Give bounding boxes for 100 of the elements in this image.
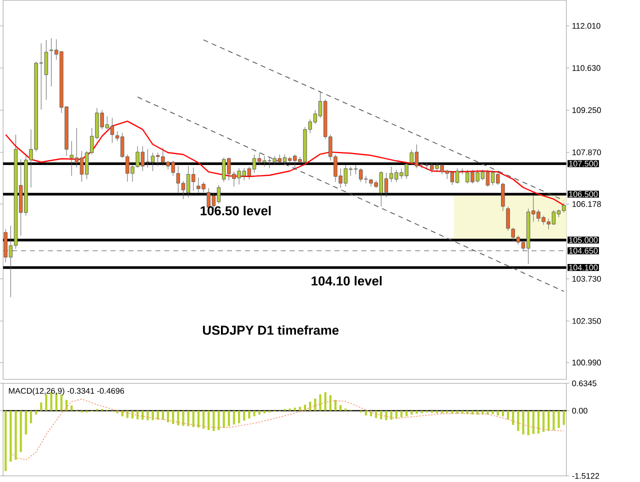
ref-line-label: 106.500 — [569, 191, 598, 198]
bar — [152, 410, 154, 420]
bar — [10, 410, 12, 462]
bar — [263, 410, 266, 414]
bar — [182, 410, 184, 426]
bar — [324, 392, 326, 411]
y-tick-label: 110.630 — [572, 65, 600, 71]
bar — [522, 410, 524, 434]
bar — [385, 410, 388, 420]
bar — [14, 410, 17, 460]
bar — [390, 410, 392, 420]
bar — [208, 410, 210, 430]
bar — [24, 410, 27, 434]
bar — [294, 408, 296, 411]
ref-line-label: 105.000 — [569, 237, 598, 243]
y-tick-label: 0.00 — [572, 408, 588, 414]
bar — [162, 410, 164, 420]
bar — [218, 410, 220, 430]
bar — [126, 410, 128, 418]
bar — [40, 402, 42, 411]
bar — [253, 410, 256, 416]
bar — [142, 410, 144, 420]
y-tick-label: 100.990 — [572, 360, 601, 366]
bar — [197, 410, 200, 428]
bar — [329, 395, 332, 411]
bar — [172, 410, 174, 424]
bar — [136, 410, 139, 420]
bar — [364, 410, 367, 416]
bar — [314, 398, 316, 411]
bar — [410, 410, 413, 415]
bar — [420, 410, 423, 414]
bar — [35, 410, 38, 415]
bar — [492, 410, 494, 414]
bar — [187, 410, 190, 426]
bar — [537, 410, 540, 434]
bar — [496, 410, 499, 416]
bar — [20, 410, 22, 452]
bar — [558, 410, 560, 428]
bar — [400, 410, 403, 418]
bar — [121, 410, 124, 416]
bar — [375, 410, 378, 418]
bar — [548, 410, 550, 431]
y-tick-label: 102.350 — [572, 318, 601, 324]
bar — [228, 410, 230, 426]
y-tick-label: 107.870 — [572, 149, 601, 156]
y-tick-label: 0.6345 — [572, 380, 596, 386]
text: MACD(12,26,9) -0.3341 -0.4696 — [8, 388, 124, 396]
y-tick-label: -1.5122 — [572, 472, 600, 479]
bar — [70, 405, 73, 411]
bar — [512, 410, 514, 425]
bar — [212, 410, 215, 431]
bar — [552, 410, 555, 430]
bar — [192, 410, 194, 428]
bar — [4, 410, 7, 472]
bar — [339, 405, 342, 411]
bar — [243, 410, 246, 421]
bar — [309, 402, 312, 411]
bar — [202, 410, 205, 429]
bar — [60, 394, 63, 411]
y-tick-label: 109.250 — [572, 107, 601, 114]
bar — [395, 410, 398, 418]
annotation: USDJPY D1 timeframe — [203, 325, 339, 335]
y-tick-label: 103.730 — [572, 276, 601, 282]
bar — [258, 410, 260, 415]
bar — [131, 410, 134, 418]
bar — [440, 410, 444, 414]
bar — [30, 410, 32, 424]
line-series — [5, 120, 564, 206]
bar — [542, 410, 545, 432]
bar — [146, 410, 149, 420]
bar — [45, 394, 48, 411]
y-tick-label: 112.010 — [572, 22, 600, 29]
bar — [222, 410, 225, 428]
bar — [486, 410, 489, 415]
ref-line-label: 104.650 — [569, 248, 598, 254]
ref-line-label: 107.500 — [569, 160, 598, 166]
bar — [471, 410, 474, 415]
bar — [476, 410, 479, 415]
bar — [319, 394, 322, 411]
bar — [380, 410, 382, 420]
bar — [562, 410, 565, 425]
bar — [506, 410, 510, 420]
bar — [177, 410, 180, 426]
ref-line-label: 104.100 — [569, 264, 598, 270]
y-tick-label: 106.178 — [572, 201, 601, 207]
annotation: 104.10 level — [312, 276, 382, 286]
bar — [502, 410, 504, 416]
bar — [517, 410, 520, 431]
bar — [405, 410, 408, 416]
bar — [232, 410, 236, 424]
bar — [248, 410, 250, 418]
line-series — [10, 398, 564, 460]
bar — [156, 410, 159, 420]
bar — [416, 410, 418, 414]
bar — [532, 410, 534, 434]
bar — [527, 410, 530, 436]
candlestick — [501, 182, 505, 212]
annotation: 106.50 level — [200, 206, 271, 216]
bar — [436, 410, 438, 414]
bar — [166, 410, 170, 422]
